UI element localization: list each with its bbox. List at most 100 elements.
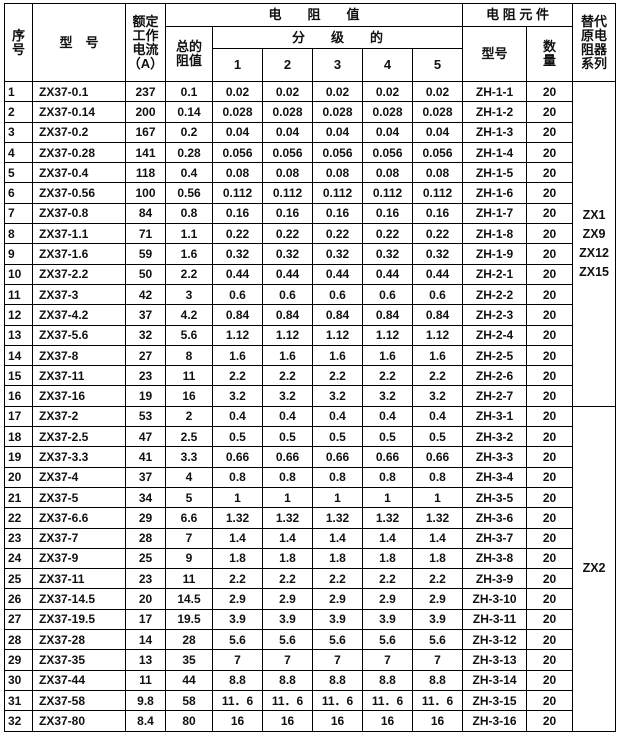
table-row: 31 ZX37-58 9.8 58 11．6 11．6 11．6 11．6 11．6 ZH-3-1… <box>4 689 616 712</box>
cell-grade-4: 0.4 <box>362 405 413 428</box>
cell-total-resistance: 35 <box>165 649 213 671</box>
cell-rated-current: 100 <box>125 182 166 204</box>
cell-index: 30 <box>4 669 33 691</box>
cell-element-model: ZH-2-1 <box>462 263 528 285</box>
cell-grade-4: 0.8 <box>362 466 413 488</box>
cell-grade-1: 0.08 <box>212 162 263 184</box>
cell-element-model: ZH-1-3 <box>462 121 528 143</box>
cell-element-model: ZH-3-3 <box>462 446 528 468</box>
cell-grade-3: 0.08 <box>312 162 363 184</box>
cell-total-resistance: 28 <box>165 629 213 651</box>
cell-grade-2: 1.32 <box>262 507 313 529</box>
cell-grade-5: 3.9 <box>411 608 464 631</box>
cell-total-resistance: 14.5 <box>165 588 213 610</box>
cell-grade-4: 1.4 <box>362 527 413 549</box>
cell-grade-3: 3.9 <box>312 608 363 631</box>
cell-grade-4: 0.6 <box>362 283 413 306</box>
cell-grade-5: 3.2 <box>411 385 464 407</box>
cell-element-model: ZH-2-2 <box>462 283 528 306</box>
cell-grade-2: 0.04 <box>262 121 313 143</box>
table-row: 18 ZX37-2.5 47 2.5 0.5 0.5 0.5 0.5 0.5 ZH-3-2 20 <box>4 426 616 448</box>
cell-grade-3: 1.8 <box>312 547 363 570</box>
cell-index: 32 <box>4 710 33 732</box>
cell-grade-3: 3.2 <box>312 385 363 407</box>
cell-grade-4: 1.6 <box>362 344 413 367</box>
cell-grade-2: 1 <box>262 486 313 509</box>
cell-grade-3: 2.2 <box>312 568 363 590</box>
cell-element-model: ZH-3-2 <box>462 426 528 448</box>
cell-model: ZX37-0.1 <box>32 80 126 103</box>
cell-grade-1: 16 <box>212 710 263 732</box>
cell-grade-1: 0.22 <box>212 223 263 245</box>
cell-grade-1: 0.02 <box>212 80 263 103</box>
table-row: 16 ZX37-16 19 16 3.2 3.2 3.2 3.2 3.2 ZH-2-7 20 <box>4 385 616 407</box>
cell-rated-current: 118 <box>125 162 166 184</box>
cell-index: 26 <box>4 588 33 610</box>
cell-grade-4: 0.04 <box>362 121 413 143</box>
cell-element-model: ZH-2-4 <box>462 324 528 346</box>
cell-grade-5: 0.44 <box>411 263 464 285</box>
cell-element-model: ZH-1-8 <box>462 223 528 245</box>
cell-grade-4: 0.02 <box>362 80 413 103</box>
cell-element-model: ZH-1-2 <box>462 101 528 123</box>
cell-grade-3: 0.112 <box>312 182 363 204</box>
cell-quantity: 20 <box>526 365 574 387</box>
cell-grade-3: 1.32 <box>312 507 363 529</box>
cell-grade-4: 0.44 <box>362 263 413 285</box>
cell-rated-current: 25 <box>125 547 166 570</box>
cell-grade-4: 0.22 <box>362 223 413 245</box>
cell-grade-1: 2.2 <box>212 568 263 590</box>
cell-element-model: ZH-3-5 <box>462 486 528 509</box>
cell-grade-1: 1.6 <box>212 344 263 367</box>
table-row: 5 ZX37-0.4 118 0.4 0.08 0.08 0.08 0.08 0.08 ZH-1-… <box>4 162 616 184</box>
cell-total-resistance: 2 <box>165 405 213 428</box>
cell-quantity: 20 <box>526 547 574 570</box>
cell-rated-current: 84 <box>125 202 166 225</box>
cell-grade-3: 0.04 <box>312 121 363 143</box>
cell-grade-4: 0.66 <box>362 446 413 468</box>
cell-grade-4: 0.028 <box>362 101 413 123</box>
table-row: 20 ZX37-4 37 4 0.8 0.8 0.8 0.8 0.8 ZH-3-4 20 <box>4 466 616 488</box>
cell-total-resistance: 0.14 <box>165 101 213 123</box>
cell-grade-4: 0.84 <box>362 304 413 326</box>
cell-model: ZX37-7 <box>32 527 126 549</box>
cell-model: ZX37-4 <box>32 466 126 488</box>
cell-model: ZX37-58 <box>32 689 126 712</box>
cell-total-resistance: 44 <box>165 669 213 691</box>
cell-total-resistance: 16 <box>165 385 213 407</box>
cell-quantity: 20 <box>526 80 574 103</box>
cell-replaces-series: ZX1 ZX9 ZX12 ZX15 <box>572 81 617 407</box>
cell-rated-current: 167 <box>125 121 166 143</box>
cell-total-resistance: 0.4 <box>165 162 213 184</box>
cell-rated-current: 32 <box>125 324 166 346</box>
cell-total-resistance: 1.6 <box>165 243 213 265</box>
cell-grade-2: 11．6 <box>262 689 313 712</box>
cell-grade-4: 0.32 <box>362 243 413 265</box>
cell-grade-1: 1.12 <box>212 324 263 346</box>
cell-element-model: ZH-3-12 <box>462 629 528 651</box>
table-row: 6 ZX37-0.56 100 0.56 0.112 0.112 0.112 0.112 0.1… <box>4 182 616 204</box>
cell-quantity: 20 <box>526 344 574 367</box>
cell-total-resistance: 2.2 <box>165 263 213 285</box>
cell-grade-1: 0.44 <box>212 263 263 285</box>
cell-element-model: ZH-2-3 <box>462 304 528 326</box>
cell-grade-1: 0.056 <box>212 141 263 164</box>
cell-grade-4: 3.2 <box>362 385 413 407</box>
cell-grade-3: 1.6 <box>312 344 363 367</box>
header-total: 总的 阻值 <box>165 26 213 82</box>
cell-grade-2: 5.6 <box>262 629 313 651</box>
cell-index: 12 <box>4 304 33 326</box>
cell-element-model: ZH-3-7 <box>462 527 528 549</box>
cell-total-resistance: 6.6 <box>165 507 213 529</box>
cell-grade-5: 7 <box>411 649 464 671</box>
cell-grade-2: 0.5 <box>262 426 313 448</box>
cell-grade-4: 0.056 <box>362 141 413 164</box>
cell-grade-4: 1 <box>362 486 413 509</box>
table-row: 4 ZX37-0.28 141 0.28 0.056 0.056 0.056 0.056 0.0… <box>4 141 616 164</box>
table-body: 1 ZX37-0.1 237 0.1 0.02 0.02 0.02 0.02 0.02 ZH-1-… <box>4 80 617 732</box>
cell-grade-5: 1.8 <box>411 547 464 570</box>
cell-grade-2: 0.028 <box>262 101 313 123</box>
cell-quantity: 20 <box>526 426 574 448</box>
cell-quantity: 20 <box>526 527 574 549</box>
cell-grade-2: 1.12 <box>262 324 313 346</box>
